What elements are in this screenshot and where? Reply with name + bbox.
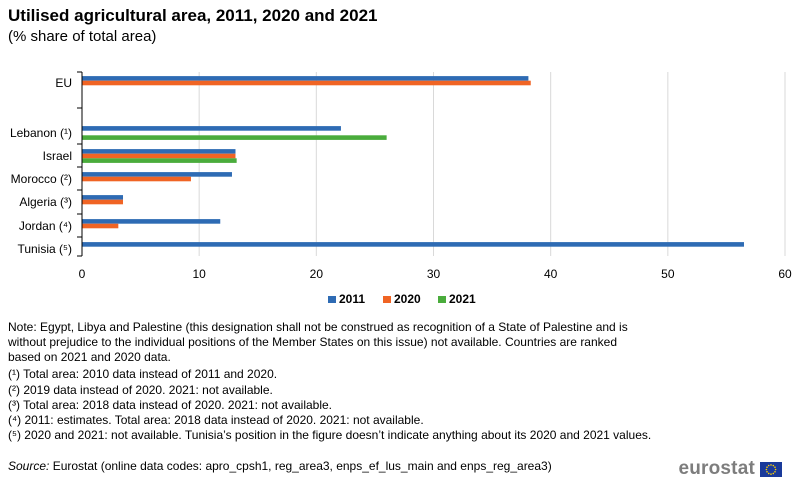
bar bbox=[82, 176, 191, 182]
source-label: Source: bbox=[8, 459, 50, 473]
bar bbox=[82, 158, 237, 163]
eu-flag-icon bbox=[760, 461, 782, 477]
eurostat-logo: eurostat bbox=[678, 458, 782, 480]
bar bbox=[82, 76, 529, 81]
category-label: Lebanon (¹) bbox=[10, 126, 72, 140]
bar bbox=[82, 199, 124, 205]
logo-text: eurostat bbox=[678, 458, 755, 479]
chart-title: Utilised agricultural area, 2011, 2020 a… bbox=[8, 6, 378, 25]
bar bbox=[82, 80, 531, 86]
bar bbox=[82, 242, 744, 247]
footnote-2: (²) 2019 data instead of 2020. 2021: not… bbox=[8, 383, 273, 397]
bar bbox=[82, 135, 387, 140]
legend-swatch bbox=[383, 296, 391, 303]
x-tick-label: 60 bbox=[778, 267, 792, 281]
legend-label: 2021 bbox=[449, 292, 476, 306]
bar bbox=[82, 219, 221, 224]
flag-star bbox=[774, 465, 776, 468]
x-tick-label: 0 bbox=[79, 267, 86, 281]
legend-label: 2011 bbox=[339, 292, 365, 306]
flag-star bbox=[774, 470, 776, 473]
bar-chart: 0 10 20 30 40 50 60 EU Lebanon (¹) Israel Morocco… bbox=[10, 71, 792, 306]
category-label: Algeria (³) bbox=[19, 195, 72, 209]
footnote-1: (¹) Total area: 2010 data instead of 201… bbox=[8, 367, 278, 381]
source-line: Source: Eurostat (online data codes: apr… bbox=[8, 459, 552, 474]
flag-star bbox=[767, 472, 770, 474]
x-tick-label: 20 bbox=[310, 267, 324, 281]
legend-label: 2020 bbox=[394, 292, 421, 306]
x-tick-label: 40 bbox=[544, 267, 558, 281]
flag-star bbox=[766, 470, 768, 473]
category-label: EU bbox=[55, 76, 72, 90]
bar bbox=[82, 223, 119, 229]
footnote-3: (³) Total area: 2018 data instead of 202… bbox=[8, 398, 333, 412]
footnote-5: (⁵) 2020 and 2021: not available. Tunisi… bbox=[8, 428, 652, 442]
flag-star bbox=[772, 472, 775, 474]
bar bbox=[82, 195, 124, 200]
flag-star bbox=[774, 468, 777, 470]
x-tick-label: 10 bbox=[192, 267, 206, 281]
flag-star bbox=[770, 463, 772, 466]
note-text: Note: Egypt, Libya and Palestine (this d… bbox=[8, 320, 628, 364]
category-label: Jordan (⁴) bbox=[19, 219, 72, 233]
bar bbox=[82, 172, 232, 177]
source-text: Eurostat (online data codes: apro_cpsh1,… bbox=[49, 459, 552, 473]
bar bbox=[82, 153, 236, 159]
flag-star bbox=[772, 464, 775, 466]
legend-swatch bbox=[328, 296, 336, 303]
bar bbox=[82, 126, 341, 131]
flag-star bbox=[770, 472, 772, 475]
legend-swatch bbox=[438, 296, 446, 303]
x-tick-label: 50 bbox=[661, 267, 675, 281]
category-label: Israel bbox=[43, 149, 72, 163]
category-label: Morocco (²) bbox=[11, 172, 72, 186]
bar bbox=[82, 149, 236, 154]
flag-star bbox=[767, 464, 770, 466]
flag-star bbox=[765, 468, 768, 470]
chart-subtitle: (% share of total area) bbox=[8, 28, 157, 45]
x-tick-label: 30 bbox=[427, 267, 441, 281]
category-label: Tunisia (⁵) bbox=[17, 242, 72, 256]
flag-star bbox=[766, 465, 768, 468]
footnote-4: (⁴) 2011: estimates. Total area: 2018 da… bbox=[8, 413, 424, 427]
